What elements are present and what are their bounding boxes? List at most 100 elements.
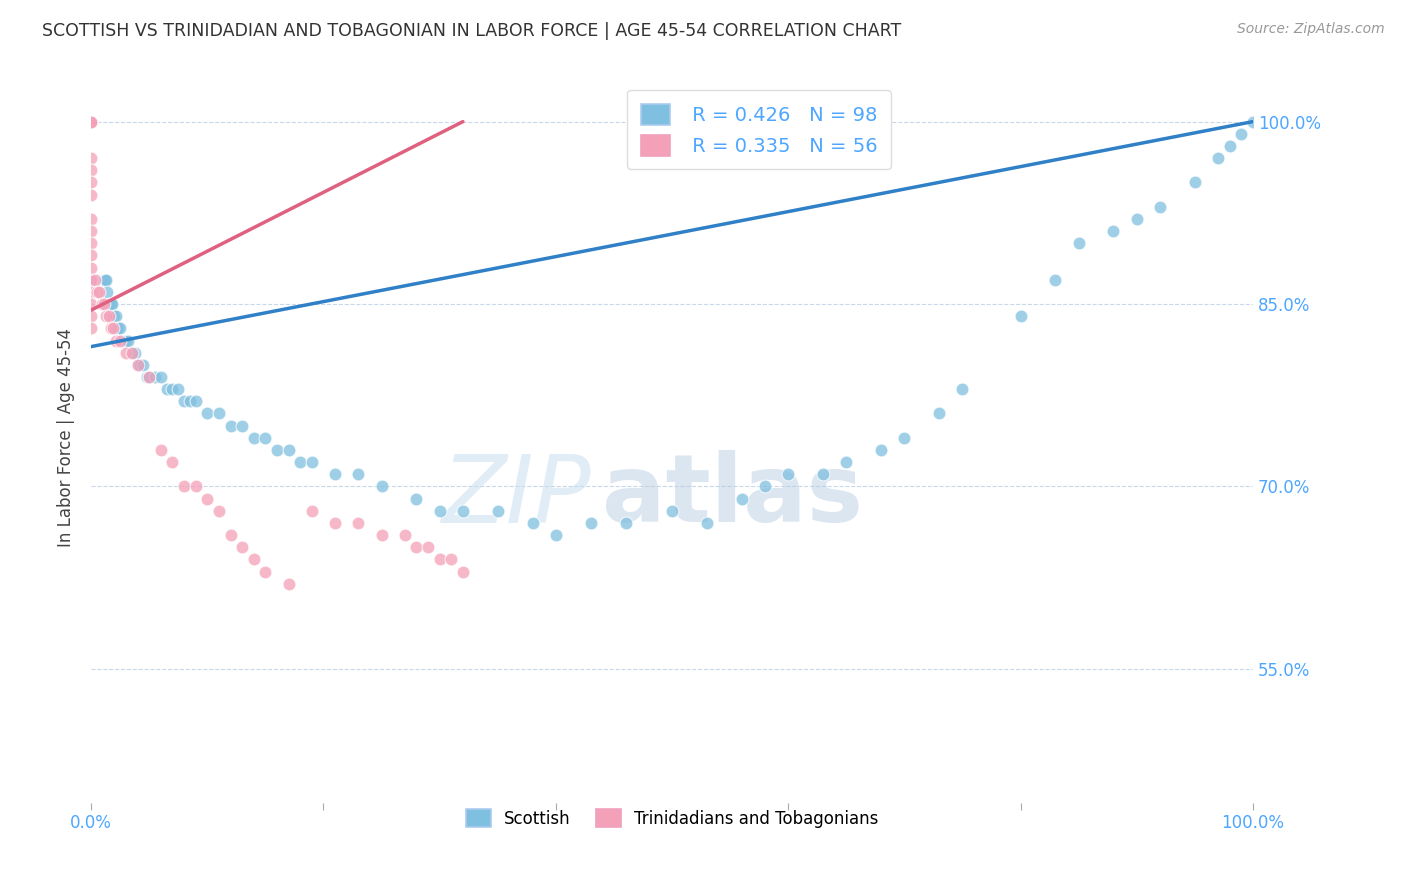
Point: [323, 467, 346, 482]
Text: SCOTTISH VS TRINIDADIAN AND TOBAGONIAN IN LABOR FORCE | AGE 45-54 CORRELATION CH: SCOTTISH VS TRINIDADIAN AND TOBAGONIAN I…: [42, 22, 901, 40]
Point: [173, 394, 195, 409]
Point: [90, 297, 112, 311]
Point: [90, 273, 112, 287]
Point: [127, 358, 149, 372]
Point: [80, 114, 103, 128]
Point: [117, 334, 139, 348]
Point: [1102, 224, 1125, 238]
Point: [80, 273, 103, 287]
Point: [952, 382, 974, 396]
Point: [405, 491, 427, 506]
Point: [89, 273, 111, 287]
Point: [80, 114, 103, 128]
Point: [811, 467, 834, 482]
Point: [80, 273, 103, 287]
Point: [149, 442, 172, 457]
Point: [195, 407, 218, 421]
Point: [98, 297, 121, 311]
Point: [80, 114, 103, 128]
Point: [80, 260, 103, 275]
Point: [97, 309, 120, 323]
Point: [1125, 211, 1147, 226]
Point: [173, 479, 195, 493]
Point: [870, 442, 893, 457]
Point: [80, 273, 103, 287]
Point: [277, 576, 299, 591]
Point: [111, 334, 134, 348]
Point: [429, 504, 451, 518]
Point: [121, 345, 143, 359]
Point: [370, 528, 392, 542]
Point: [208, 407, 231, 421]
Point: [80, 114, 103, 128]
Point: [301, 504, 323, 518]
Point: [80, 273, 103, 287]
Point: [83, 273, 105, 287]
Point: [96, 273, 118, 287]
Point: [1067, 236, 1090, 251]
Legend: Scottish, Trinidadians and Tobagonians: Scottish, Trinidadians and Tobagonians: [458, 803, 884, 834]
Point: [184, 479, 207, 493]
Point: [127, 358, 149, 372]
Point: [243, 552, 266, 566]
Point: [80, 321, 103, 335]
Point: [167, 382, 190, 396]
Point: [347, 467, 370, 482]
Point: [370, 479, 392, 493]
Point: [243, 431, 266, 445]
Point: [115, 334, 138, 348]
Point: [614, 516, 637, 530]
Point: [579, 516, 602, 530]
Point: [1149, 200, 1171, 214]
Point: [86, 285, 108, 299]
Point: [440, 552, 463, 566]
Point: [522, 516, 544, 530]
Point: [231, 418, 253, 433]
Point: [219, 528, 242, 542]
Point: [80, 187, 103, 202]
Point: [429, 552, 451, 566]
Point: [1206, 151, 1229, 165]
Point: [108, 334, 131, 348]
Point: [80, 224, 103, 238]
Point: [100, 321, 122, 335]
Point: [179, 394, 201, 409]
Point: [266, 442, 288, 457]
Point: [80, 309, 103, 323]
Point: [103, 309, 125, 323]
Point: [1184, 176, 1206, 190]
Text: atlas: atlas: [602, 450, 863, 542]
Point: [731, 491, 754, 506]
Point: [80, 114, 103, 128]
Point: [112, 334, 135, 348]
Point: [120, 345, 142, 359]
Point: [138, 370, 160, 384]
Point: [80, 211, 103, 226]
Point: [208, 504, 231, 518]
Point: [405, 540, 427, 554]
Point: [290, 455, 312, 469]
Point: [80, 114, 103, 128]
Point: [323, 516, 346, 530]
Point: [80, 114, 103, 128]
Point: [80, 114, 103, 128]
Point: [1241, 114, 1264, 128]
Point: [277, 442, 299, 457]
Point: [80, 114, 103, 128]
Point: [94, 273, 117, 287]
Point: [103, 321, 125, 335]
Point: [132, 358, 155, 372]
Point: [661, 504, 683, 518]
Point: [156, 382, 179, 396]
Point: [162, 455, 184, 469]
Point: [80, 236, 103, 251]
Point: [928, 407, 950, 421]
Point: [416, 540, 439, 554]
Point: [80, 297, 103, 311]
Point: [231, 540, 253, 554]
Point: [195, 491, 218, 506]
Point: [129, 358, 152, 372]
Point: [108, 321, 131, 335]
Point: [80, 163, 103, 178]
Y-axis label: In Labor Force | Age 45-54: In Labor Force | Age 45-54: [58, 328, 75, 548]
